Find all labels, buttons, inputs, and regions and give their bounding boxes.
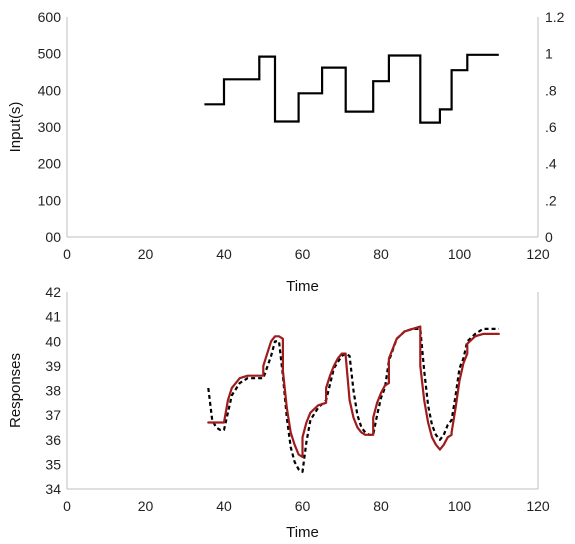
- y-axis-label: Input(s): [7, 102, 24, 153]
- x-axis-label: Time: [286, 278, 319, 295]
- y-tick-label: 39: [45, 358, 61, 374]
- x-tick-label: 80: [373, 498, 389, 514]
- x-tick-label: 20: [138, 498, 154, 514]
- series-line-2: [207, 325, 500, 459]
- x-tick-label: 0: [63, 498, 71, 514]
- y-tick-label: 40: [45, 333, 61, 349]
- x-tick-label: 0: [63, 246, 71, 262]
- x-tick-label: 100: [448, 246, 472, 262]
- x-tick-label: 40: [216, 498, 232, 514]
- input-chart: 0 20 40 60 80 100 120 00 100 200 300 400 500 600 0 .2 .4…: [7, 9, 565, 295]
- x-tick-label: 20: [138, 246, 154, 262]
- x-tick-label: 40: [216, 246, 232, 262]
- series-line-1: [207, 327, 499, 473]
- y-axis-label: Responses: [7, 353, 24, 428]
- y2-tick-label: 0: [545, 229, 553, 245]
- y-tick-label: 100: [38, 192, 62, 208]
- y-tick-label: 42: [45, 284, 61, 300]
- x-tick-label: 120: [526, 498, 550, 514]
- y2-tick-label: .6: [545, 119, 557, 135]
- y-tick-label: 37: [45, 407, 61, 423]
- y2-tick-label: .2: [545, 192, 557, 208]
- y-tick-label: 35: [45, 456, 61, 472]
- response-chart: 0 20 40 60 80 100 120 34 35 36 37 38 39 40 41 42 Time Res…: [7, 284, 550, 541]
- x-tick-label: 60: [295, 246, 311, 262]
- y2-tick-label: 1: [545, 46, 553, 62]
- y-tick-label: 300: [38, 119, 62, 135]
- y2-tick-label: .4: [545, 156, 557, 172]
- series-line-1: [204, 53, 499, 124]
- y-tick-label: 41: [45, 309, 61, 325]
- y-tick-label: 400: [38, 82, 62, 98]
- y-tick-label: 34: [45, 481, 61, 497]
- y2-tick-label: .8: [545, 82, 557, 98]
- x-axis-label: Time: [286, 524, 319, 541]
- y-tick-label: 00: [45, 229, 61, 245]
- x-tick-label: 80: [373, 246, 389, 262]
- y-tick-label: 600: [38, 9, 62, 25]
- y-tick-label: 200: [38, 156, 62, 172]
- y2-tick-label: 1.2: [545, 9, 565, 25]
- x-tick-label: 60: [295, 498, 311, 514]
- y-tick-label: 38: [45, 383, 61, 399]
- x-tick-label: 100: [448, 498, 472, 514]
- x-tick-label: 120: [526, 246, 550, 262]
- y-tick-label: 36: [45, 432, 61, 448]
- y-tick-label: 500: [38, 46, 62, 62]
